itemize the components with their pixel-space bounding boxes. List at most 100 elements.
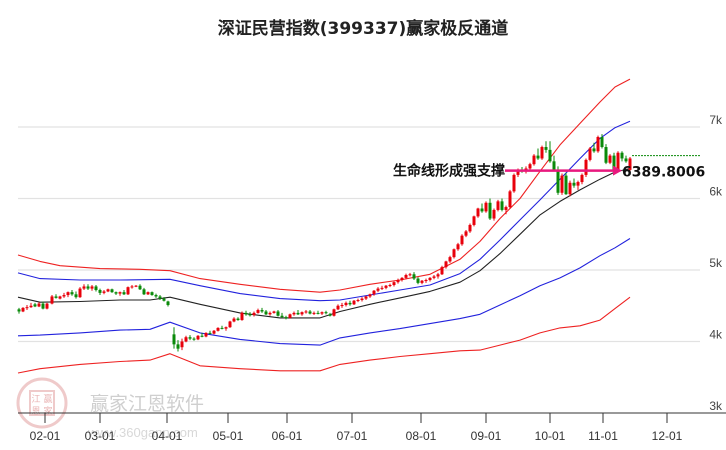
candle bbox=[184, 337, 188, 342]
inner-lower-band bbox=[17, 238, 631, 346]
candle bbox=[78, 288, 82, 298]
candle bbox=[508, 191, 512, 208]
candle bbox=[316, 312, 320, 314]
candle bbox=[21, 307, 25, 312]
x-tick-label: 11-01 bbox=[588, 429, 618, 443]
candle bbox=[236, 318, 240, 321]
candle bbox=[98, 290, 102, 293]
candle bbox=[106, 289, 110, 292]
candle bbox=[146, 292, 150, 295]
candle bbox=[348, 302, 352, 305]
candle bbox=[336, 305, 340, 310]
x-tick-label: 09-01 bbox=[471, 429, 502, 443]
candle bbox=[25, 307, 29, 309]
x-tick-label: 04-01 bbox=[152, 429, 183, 443]
candle bbox=[118, 292, 122, 294]
candle bbox=[126, 287, 130, 295]
x-tick-label: 05-01 bbox=[213, 429, 244, 443]
candle bbox=[560, 175, 564, 193]
channel-bands bbox=[17, 78, 631, 374]
outer-lower-band bbox=[17, 296, 631, 374]
candle bbox=[456, 244, 460, 250]
watermark: 江赢恩家 赢家江恩软件 www.360gann.com bbox=[16, 377, 204, 440]
candle bbox=[102, 291, 106, 293]
candle bbox=[624, 158, 628, 162]
x-tick-label: 10-01 bbox=[535, 429, 566, 443]
candle bbox=[464, 231, 468, 236]
candle bbox=[424, 280, 428, 282]
candle bbox=[392, 282, 396, 286]
candle bbox=[484, 202, 488, 212]
candle bbox=[600, 137, 604, 148]
candle bbox=[192, 338, 196, 340]
candle bbox=[312, 312, 316, 314]
candle bbox=[612, 155, 616, 170]
arrow-head-icon bbox=[613, 165, 622, 176]
svg-text:赢: 赢 bbox=[43, 393, 52, 405]
candle bbox=[37, 303, 41, 307]
candle bbox=[616, 152, 620, 170]
candle bbox=[576, 182, 580, 186]
candle bbox=[82, 286, 86, 289]
candle bbox=[452, 249, 456, 258]
candle bbox=[568, 182, 572, 195]
candle bbox=[528, 164, 532, 169]
candle bbox=[45, 303, 49, 309]
candle bbox=[200, 335, 204, 337]
candle bbox=[604, 147, 608, 163]
candle bbox=[504, 207, 508, 210]
candle bbox=[364, 296, 368, 299]
candle bbox=[328, 314, 332, 316]
candles bbox=[17, 134, 632, 352]
candle bbox=[196, 335, 200, 340]
candle bbox=[376, 288, 380, 291]
candle bbox=[556, 169, 560, 193]
candle bbox=[110, 289, 114, 293]
candle bbox=[540, 147, 544, 159]
candle bbox=[158, 296, 162, 299]
candle bbox=[388, 285, 392, 287]
candle bbox=[41, 303, 45, 309]
candle bbox=[130, 286, 134, 288]
candle bbox=[50, 296, 54, 304]
candle bbox=[220, 327, 224, 329]
x-tick-label: 08-01 bbox=[406, 429, 437, 443]
candle bbox=[216, 327, 220, 331]
svg-text:江: 江 bbox=[31, 394, 40, 405]
candle bbox=[396, 280, 400, 283]
candle bbox=[552, 161, 556, 170]
candle bbox=[412, 274, 416, 279]
candle bbox=[308, 311, 312, 314]
candle bbox=[166, 301, 170, 306]
candle bbox=[488, 202, 492, 219]
candle bbox=[356, 300, 360, 302]
candle bbox=[150, 292, 154, 296]
candle bbox=[176, 344, 180, 349]
y-tick-label: 4k bbox=[709, 328, 723, 342]
candle bbox=[548, 149, 552, 162]
candle bbox=[33, 304, 37, 307]
y-tick-label: 3k bbox=[709, 399, 723, 413]
candle bbox=[296, 312, 300, 315]
svg-text:恩: 恩 bbox=[31, 406, 40, 417]
candle bbox=[58, 296, 62, 299]
candle bbox=[344, 302, 348, 306]
candle bbox=[94, 286, 98, 291]
candle bbox=[54, 296, 58, 298]
candle bbox=[252, 312, 256, 316]
candle bbox=[596, 137, 600, 152]
y-tick-label: 6k bbox=[709, 185, 723, 199]
candle bbox=[300, 312, 304, 315]
candle bbox=[492, 209, 496, 219]
candle bbox=[240, 312, 244, 321]
candle bbox=[572, 182, 576, 186]
candle bbox=[620, 152, 624, 159]
candle bbox=[516, 169, 520, 175]
candle bbox=[232, 318, 236, 322]
candle bbox=[472, 216, 476, 225]
candle bbox=[436, 274, 440, 277]
candle bbox=[180, 341, 184, 348]
candle bbox=[544, 147, 548, 150]
candle bbox=[188, 337, 192, 339]
candle bbox=[62, 295, 66, 297]
